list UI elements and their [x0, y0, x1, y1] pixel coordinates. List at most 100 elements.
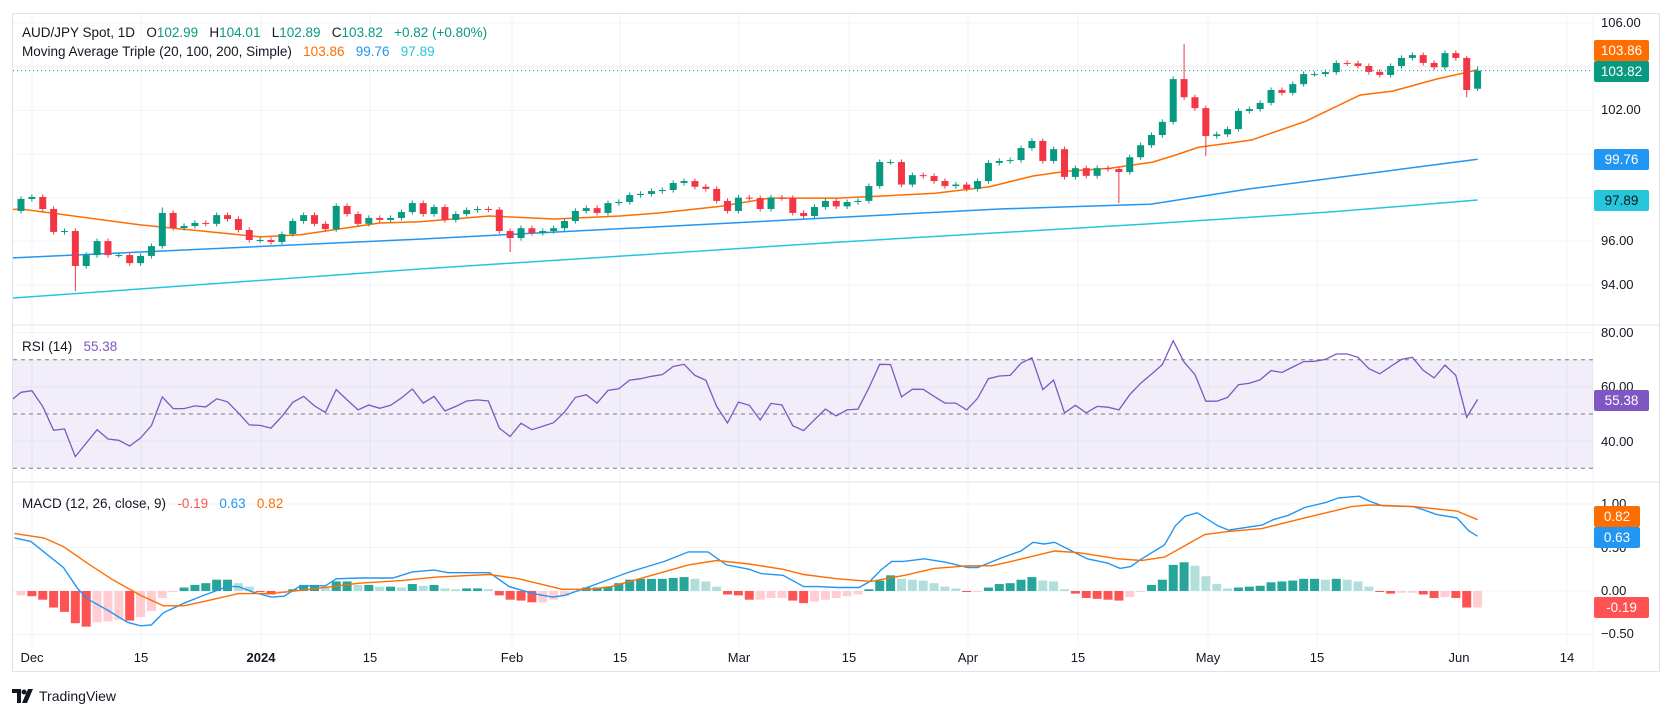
candle-body	[691, 181, 699, 187]
macd-histogram-bar	[299, 584, 309, 591]
candle-body	[1169, 79, 1177, 122]
candle-body	[734, 197, 742, 211]
macd-histogram-bar	[701, 581, 711, 591]
candle-body	[821, 200, 829, 208]
macd-signal-value: 0.82	[256, 496, 284, 511]
candle-body	[310, 215, 318, 224]
candle-body	[1245, 109, 1253, 111]
ma-title: Moving Average Triple (20, 100, 200, Sim…	[22, 44, 292, 59]
time-tick: May	[1195, 650, 1221, 665]
time-tick: Mar	[727, 650, 751, 665]
macd-histogram-bar	[418, 585, 428, 591]
macd-histogram-bar	[614, 583, 624, 591]
macd-histogram-bar	[1244, 586, 1254, 591]
candle-body	[637, 193, 645, 196]
macd-histogram-bar	[353, 584, 363, 591]
candle-body	[126, 255, 134, 264]
open-value: 102.99	[156, 25, 199, 40]
candle-body	[1028, 140, 1036, 149]
macd-histogram-bar	[788, 591, 798, 601]
macd-histogram-bar	[201, 583, 211, 591]
candle-body	[495, 209, 503, 232]
macd-histogram-bar	[820, 591, 830, 600]
candle-body	[278, 234, 286, 242]
macd-histogram-bar	[136, 591, 146, 618]
macd-histogram-bar	[940, 586, 950, 591]
macd-histogram-bar	[1320, 579, 1330, 591]
macd-histogram-bar	[1440, 591, 1450, 598]
time-tick: 15	[841, 650, 857, 665]
macd-histogram-bar	[49, 591, 59, 608]
rsi-tick: 40.00	[1601, 434, 1634, 449]
candle-body	[1354, 63, 1362, 67]
macd-legend[interactable]: MACD (12, 26, close, 9) -0.19 0.63 0.82	[22, 496, 283, 511]
candle-body	[669, 183, 677, 190]
macd-histogram-bar	[429, 584, 439, 591]
macd-histogram-bar	[1418, 591, 1428, 595]
time-tick: 15	[133, 650, 149, 665]
macd-histogram-bar	[494, 591, 504, 596]
candle-body	[71, 231, 79, 266]
candle-body	[213, 215, 221, 224]
macd-histogram-bar	[657, 578, 667, 591]
macd-histogram-bar	[603, 586, 613, 591]
candle-body	[724, 200, 732, 211]
sma100-badge: 99.76	[1594, 149, 1649, 170]
macd-histogram-bar	[875, 580, 885, 591]
macd-histogram-bar	[973, 591, 983, 592]
macd-histogram-bar	[549, 591, 559, 600]
macd-histogram-bar	[1103, 591, 1113, 600]
macd-histogram-bar	[70, 591, 80, 624]
candle-body	[245, 229, 253, 240]
macd-histogram-bar	[886, 575, 896, 591]
macd-histogram-bar	[951, 588, 961, 591]
macd-histogram-bar	[375, 586, 385, 591]
candle-body	[539, 231, 547, 234]
symbol-legend[interactable]: AUD/JPY Spot, 1D O102.99 H104.01 L102.89…	[22, 25, 487, 40]
ma-line-sma20	[13, 68, 1478, 238]
macd-histogram-bar	[1255, 585, 1265, 591]
candle-body	[843, 202, 851, 207]
macd-histogram-bar	[1353, 581, 1363, 591]
macd-histogram-bar	[125, 591, 135, 621]
candle-body	[897, 162, 905, 185]
candle-body	[1419, 55, 1427, 63]
rsi-band-fill	[13, 359, 1593, 469]
candle-body	[1137, 145, 1145, 158]
macd-histogram-bar	[744, 591, 754, 600]
high-label: H	[209, 25, 220, 40]
price-tick: 106.00	[1601, 15, 1641, 30]
macd-histogram-bar	[625, 579, 635, 591]
ma-legend[interactable]: Moving Average Triple (20, 100, 200, Sim…	[22, 44, 435, 59]
candle-body	[941, 181, 949, 187]
macd-histogram-bar	[755, 591, 765, 600]
macd-histogram-bar	[896, 578, 906, 591]
candle-body	[1376, 71, 1384, 75]
tradingview-logo[interactable]: TradingView	[12, 686, 116, 706]
candle-body	[430, 207, 438, 215]
macd-histogram-bar	[766, 591, 776, 598]
candle-body	[397, 212, 405, 218]
macd-hist-value: -0.19	[177, 496, 209, 511]
macd-histogram-bar	[1310, 578, 1320, 591]
time-tick: Dec	[20, 650, 44, 665]
macd-histogram-bar	[1266, 582, 1276, 591]
sma200-badge: 97.89	[1594, 190, 1649, 211]
macd-histogram-bar	[309, 584, 319, 591]
candle-body	[441, 207, 449, 220]
macd-histogram-bar	[92, 591, 102, 623]
sma20-value: 103.86	[303, 44, 345, 59]
candle-body	[376, 217, 384, 220]
macd-histogram-bar	[1157, 579, 1167, 591]
rsi-line	[13, 339, 1479, 458]
candle-body	[202, 222, 210, 224]
rsi-legend[interactable]: RSI (14) 55.38	[22, 339, 117, 354]
macd-histogram-bar	[1136, 591, 1146, 592]
candle-body	[789, 198, 797, 213]
change-value: +0.82 (+0.80%)	[394, 25, 488, 40]
rsi-value: 55.38	[83, 339, 118, 354]
macd-histogram-bar	[1364, 586, 1374, 591]
candle-body	[419, 203, 427, 215]
candle-body	[626, 195, 634, 203]
